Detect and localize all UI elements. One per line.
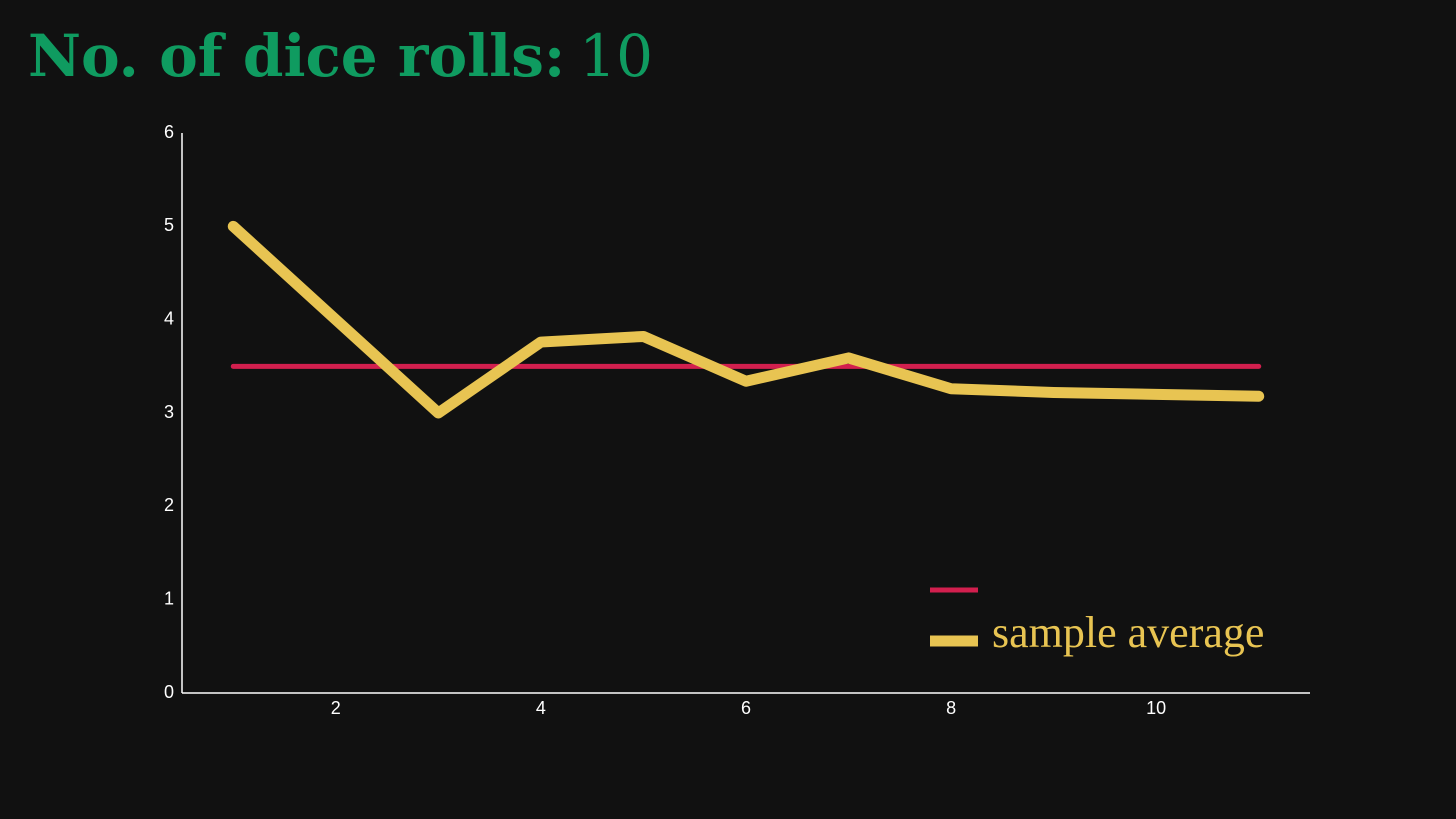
x-tick-label: 4 bbox=[536, 698, 546, 718]
y-tick-label: 2 bbox=[164, 495, 174, 515]
y-tick-label: 6 bbox=[164, 122, 174, 142]
series-line bbox=[227, 220, 1265, 419]
x-tick-label: 8 bbox=[946, 698, 956, 718]
x-tick-label: 2 bbox=[331, 698, 341, 718]
x-tick-label: 10 bbox=[1146, 698, 1166, 718]
title-text: No. of dice rolls: bbox=[28, 22, 565, 90]
legend-label: sample average bbox=[992, 608, 1264, 657]
y-tick-label: 5 bbox=[164, 215, 174, 235]
chart-title: No. of dice rolls: 10 bbox=[28, 22, 653, 90]
y-tick-label: 4 bbox=[164, 308, 174, 328]
y-tick-label: 1 bbox=[164, 588, 174, 608]
y-tick-label: 0 bbox=[164, 682, 174, 702]
x-tick-label: 6 bbox=[741, 698, 751, 718]
roll-count: 10 bbox=[579, 22, 653, 90]
y-tick-label: 3 bbox=[164, 402, 174, 422]
